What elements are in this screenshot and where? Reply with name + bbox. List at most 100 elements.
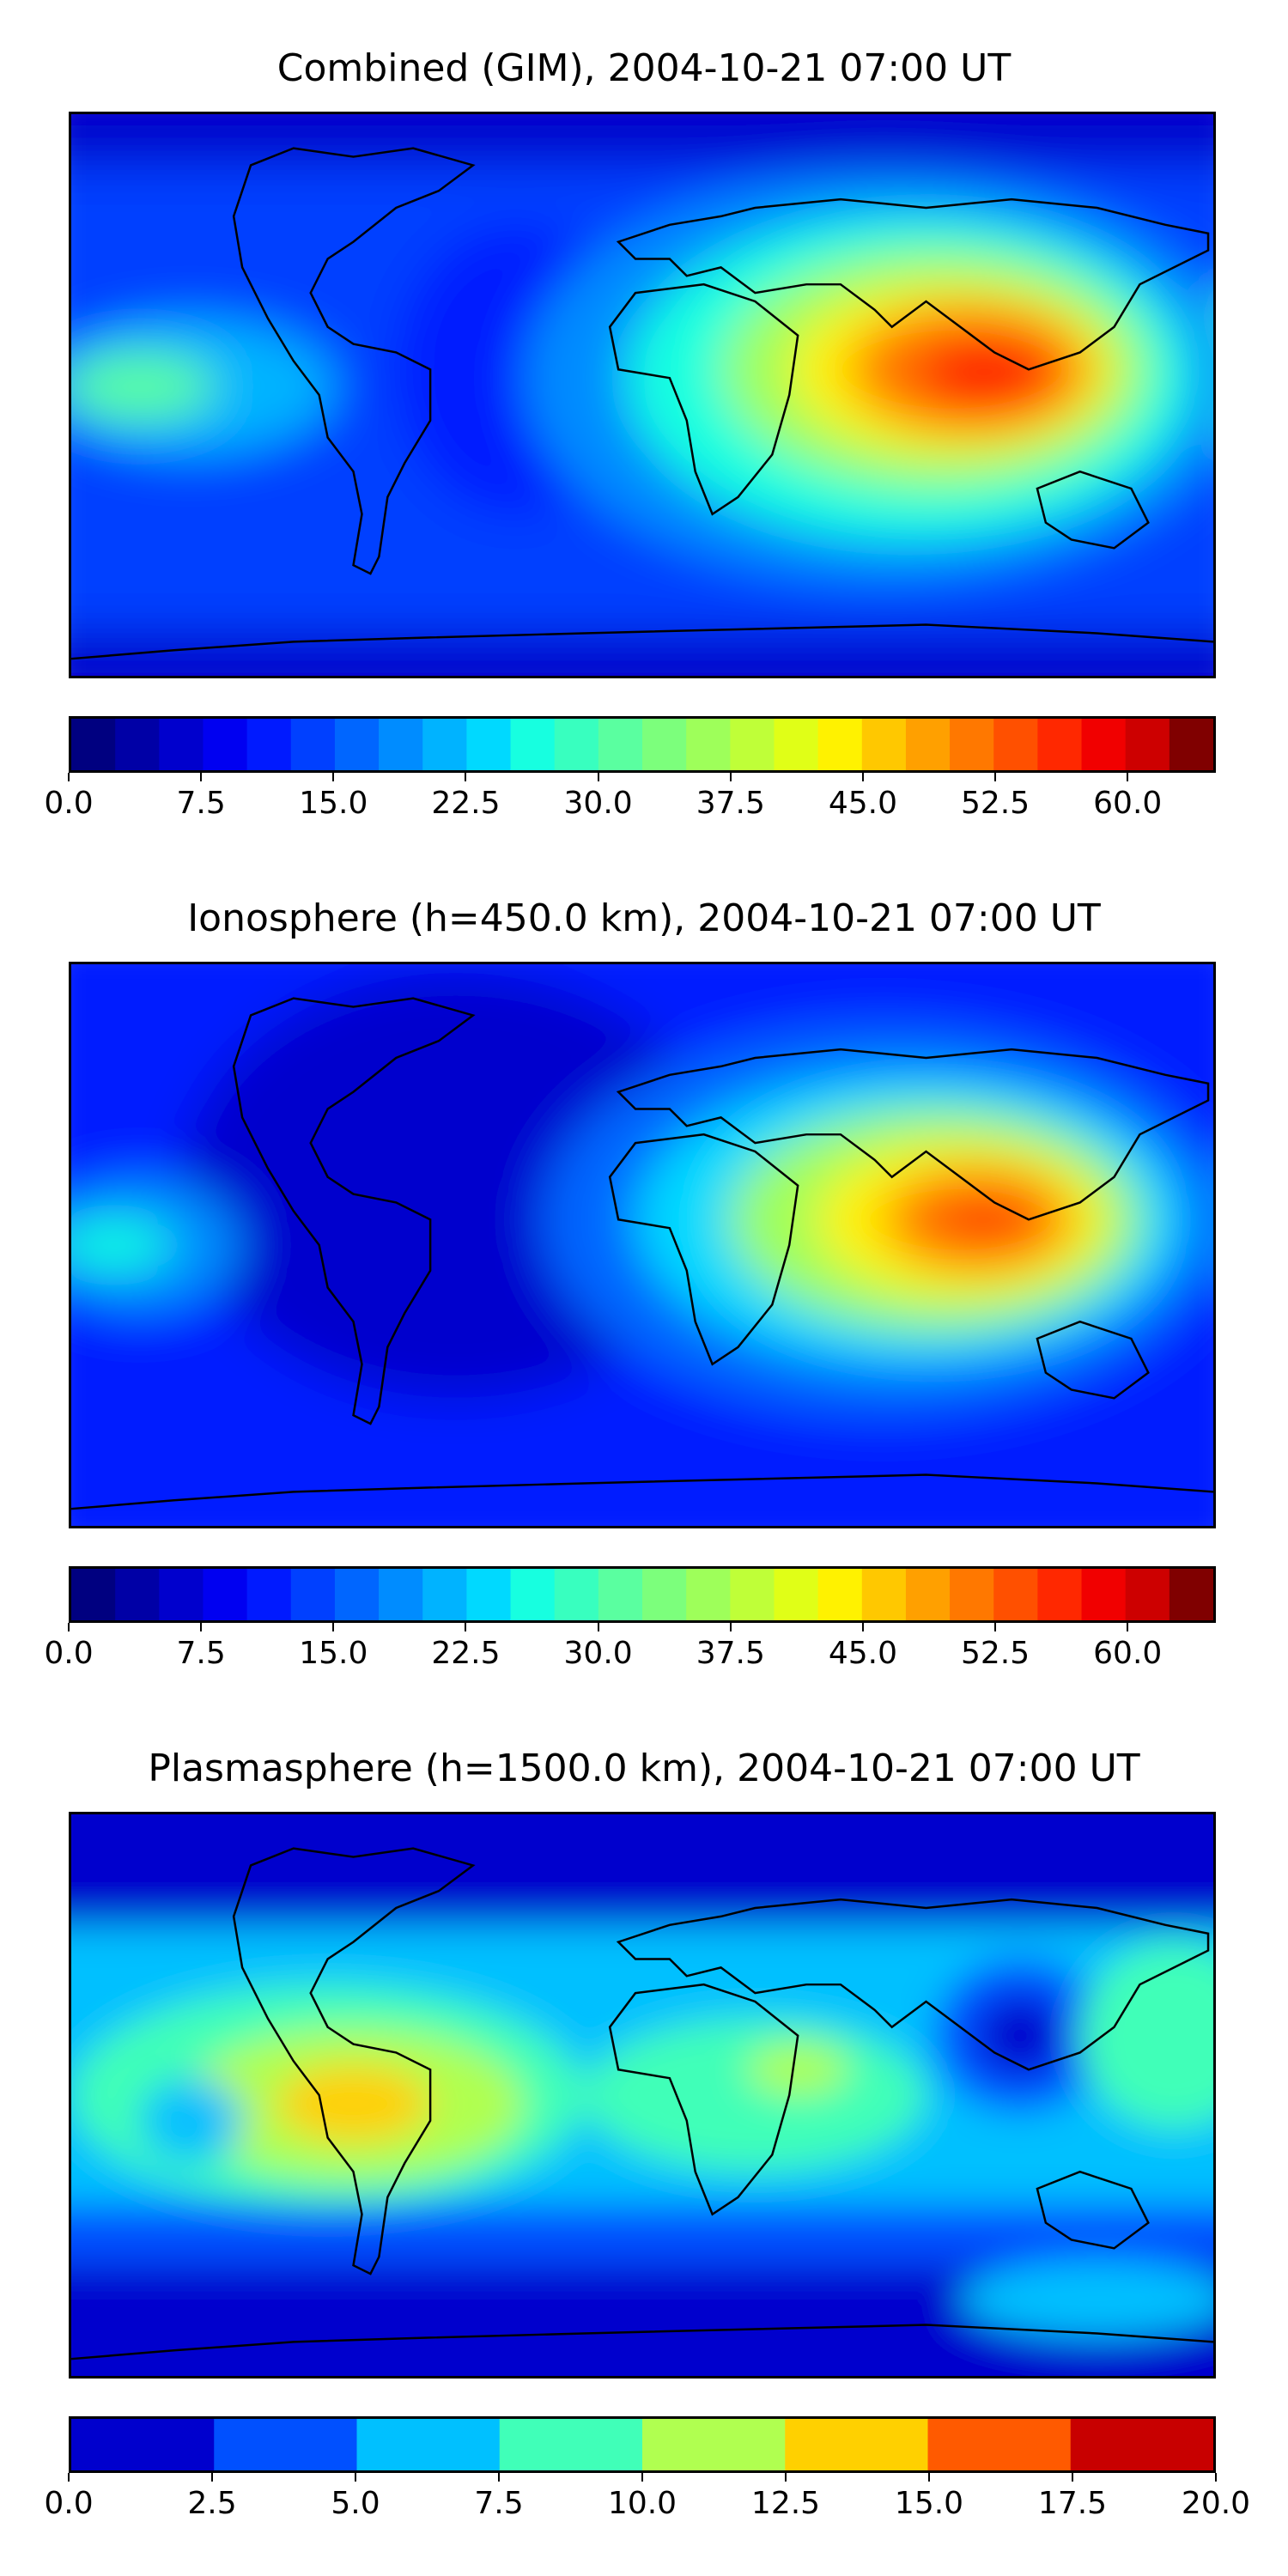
colorbar-swatch (642, 2419, 786, 2470)
colorbar-swatch (115, 1569, 160, 1620)
colorbar-swatch (71, 1569, 116, 1620)
colorbar-tick-label: 7.5 (176, 786, 226, 821)
colorbar-swatch (785, 2419, 929, 2470)
colorbar-swatch (1125, 719, 1170, 770)
colorbar-tick-mark (200, 773, 203, 781)
colorbar-swatch (246, 1569, 292, 1620)
colorbar-swatch (861, 719, 907, 770)
colorbar-tick-mark (994, 1623, 997, 1631)
colorbar-tick-label: 12.5 (750, 2486, 821, 2521)
colorbar-tick-mark (861, 1623, 864, 1631)
colorbar-swatch (422, 719, 467, 770)
panel-title: Combined (GIM), 2004-10-21 07:00 UT (276, 46, 1012, 90)
colorbar-swatch (554, 1569, 599, 1620)
colorbar-tick-label: 60.0 (1093, 786, 1163, 821)
colorbar-swatch (993, 719, 1038, 770)
coastlines (71, 1847, 1213, 2360)
colorbar-swatch (774, 719, 819, 770)
colorbar-tick-label: 0.0 (44, 786, 94, 821)
colorbar-tick-mark (1127, 1623, 1129, 1631)
colorbar-swatch (510, 719, 556, 770)
colorbar-swatch (246, 719, 292, 770)
colorbar-swatch (71, 719, 116, 770)
colorbar-swatch (686, 719, 731, 770)
colorbar-swatch (159, 1569, 204, 1620)
colorbar-ticks-ionosphere: 0.0 7.5 15.0 22.5 30.0 37.5 45.0 52.5 60.0 (44, 1623, 1216, 1674)
colorbar-swatch (1037, 1569, 1083, 1620)
colorbar-tick-mark (68, 773, 70, 781)
colorbar-swatch (817, 719, 863, 770)
tec-map-combined (71, 114, 1213, 676)
colorbar-swatch (642, 1569, 687, 1620)
colorbar-swatch (290, 1569, 336, 1620)
colorbar-tick-label: 2.5 (187, 2486, 237, 2521)
colorbar-tick-mark (332, 773, 335, 781)
colorbar-tick-label: 22.5 (431, 1636, 501, 1671)
colorbar-swatch (774, 1569, 819, 1620)
colorbar-swatch (510, 1569, 556, 1620)
colorbar-tick-mark (211, 2473, 213, 2482)
colorbar-swatch (466, 719, 512, 770)
colorbar-tick-label: 37.5 (696, 786, 765, 821)
colorbar-swatch (71, 2419, 215, 2470)
colorbar-swatches (71, 1569, 1213, 1620)
colorbar-tick-mark (465, 773, 467, 781)
colorbar-tick-label: 60.0 (1093, 1636, 1163, 1671)
colorbar-swatch (203, 1569, 248, 1620)
colorbar-tick-mark (994, 773, 997, 781)
colorbar-tick-label: 30.0 (563, 786, 633, 821)
colorbar-tick-label: 37.5 (696, 1636, 765, 1671)
colorbar-swatch (1125, 1569, 1170, 1620)
colorbar-swatch (334, 1569, 380, 1620)
colorbar-swatch (686, 1569, 731, 1620)
colorbar-swatch (905, 1569, 951, 1620)
colorbar-tick-label: 22.5 (431, 786, 501, 821)
colorbar-swatch (466, 1569, 512, 1620)
colorbar-tick-mark (1072, 2473, 1073, 2482)
colorbar-tick-label: 5.0 (331, 2486, 380, 2521)
colorbar-swatch (379, 1569, 423, 1620)
colorbar-swatch (817, 1569, 863, 1620)
colorbar-swatch (1169, 719, 1213, 770)
map-ionosphere (69, 962, 1216, 1528)
coastlines (71, 997, 1213, 1510)
colorbar-tick-mark (332, 1623, 335, 1631)
colorbar-swatch (159, 719, 204, 770)
colorbar-swatch (356, 2419, 501, 2470)
colorbar-tick-mark (597, 773, 599, 781)
colorbar-tick-label: 0.0 (44, 2486, 94, 2521)
colorbar-swatch (598, 719, 643, 770)
colorbar-tick-mark (68, 1623, 70, 1631)
colorbar-swatch (1081, 719, 1127, 770)
colorbar-swatch (993, 1569, 1038, 1620)
tec-map-plasmasphere (71, 1814, 1213, 2376)
colorbar-swatch (334, 719, 380, 770)
colorbar-tick-label: 10.0 (607, 2486, 677, 2521)
colorbar-tick-label: 52.5 (960, 1636, 1030, 1671)
colorbar-swatch (115, 719, 160, 770)
map-plasmasphere (69, 1812, 1216, 2379)
colorbar-tick-mark (928, 2473, 930, 2482)
colorbar-swatches (71, 2419, 1213, 2470)
colorbar-swatch (730, 719, 775, 770)
colorbar-swatch (598, 1569, 643, 1620)
colorbar-tick-label: 15.0 (299, 1636, 368, 1671)
colorbar-tick-label: 52.5 (960, 786, 1030, 821)
colorbar-swatch (1081, 1569, 1127, 1620)
colorbar-combined (69, 716, 1216, 773)
colorbar-ticks-combined: 0.0 7.5 15.0 22.5 30.0 37.5 45.0 52.5 60.0 (44, 773, 1216, 824)
colorbar-swatch (554, 719, 599, 770)
colorbar-swatch (642, 719, 687, 770)
colorbar-swatch (499, 2419, 643, 2470)
colorbar-swatch (950, 719, 994, 770)
panel-title: Plasmasphere (h=1500.0 km), 2004-10-21 0… (148, 1747, 1140, 1790)
colorbar-tick-label: 7.5 (474, 2486, 524, 2521)
colorbar-swatch (861, 1569, 907, 1620)
colorbar-plasmasphere (69, 2416, 1216, 2473)
colorbar-swatch (950, 1569, 994, 1620)
colorbar-ionosphere (69, 1566, 1216, 1623)
colorbar-tick-mark (729, 1623, 732, 1631)
colorbar-swatch (203, 719, 248, 770)
colorbar-tick-mark (68, 2473, 70, 2482)
colorbar-tick-label: 0.0 (44, 1636, 94, 1671)
